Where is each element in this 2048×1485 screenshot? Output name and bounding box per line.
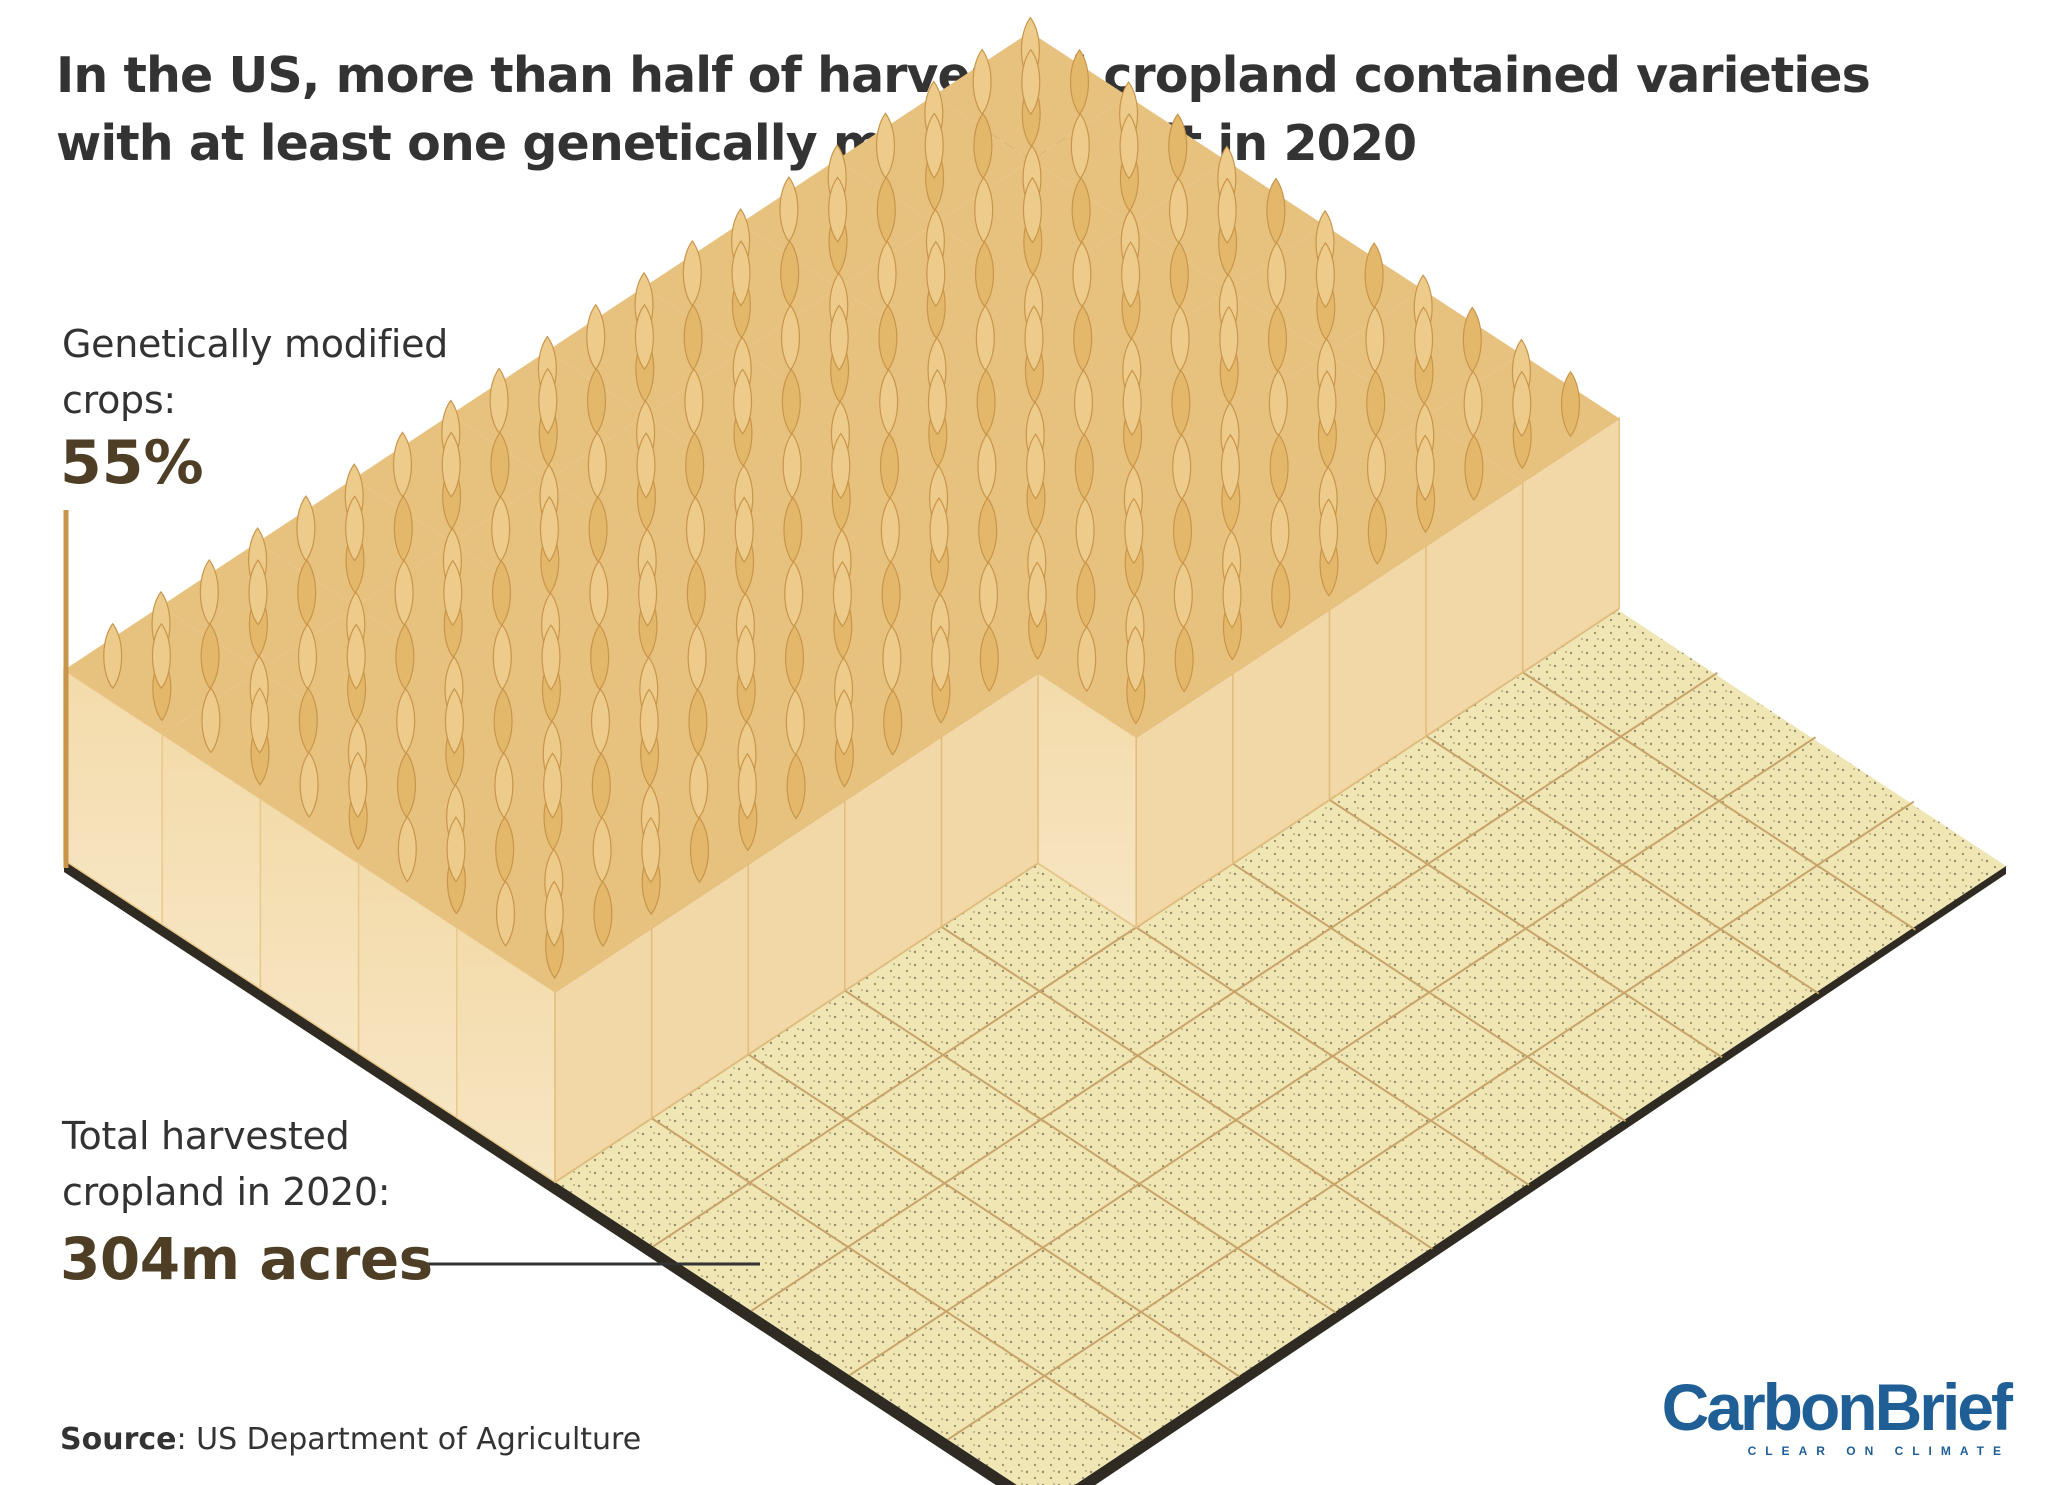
total-cropland-label: Total harvested cropland in 2020: (62, 1114, 391, 1214)
wheat-plot (456, 848, 653, 1184)
total-cropland-value: 304m acres (60, 1225, 433, 1293)
logo-tagline: CLEAR ON CLIMATE (1747, 1444, 2010, 1458)
gm-crops-value: 55% (60, 428, 204, 498)
wheat-plot (1037, 593, 1234, 929)
wheat-plot (1424, 338, 1620, 674)
source-text: : US Department of Agriculture (176, 1422, 642, 1457)
wheat-plot (746, 657, 943, 992)
genetically-modified-crop-block (63, 16, 1620, 1184)
wheat-plot (1134, 530, 1331, 865)
source-note: Source: US Department of Agriculture (60, 1420, 641, 1460)
logo-wordmark: CarbonBrief (1661, 1370, 2013, 1444)
gm-crops-label: Genetically modified crops: (62, 322, 448, 422)
wheat-plot (1231, 466, 1427, 802)
source-prefix: Source (60, 1422, 177, 1457)
wheat-plot (1327, 402, 1524, 738)
wheat-plot (553, 784, 749, 1120)
wheat-plot (650, 720, 846, 1056)
wheat-plot (259, 719, 456, 1055)
carbonbrief-logo: CarbonBrief CLEAR ON CLIMATE (1662, 1372, 2013, 1462)
